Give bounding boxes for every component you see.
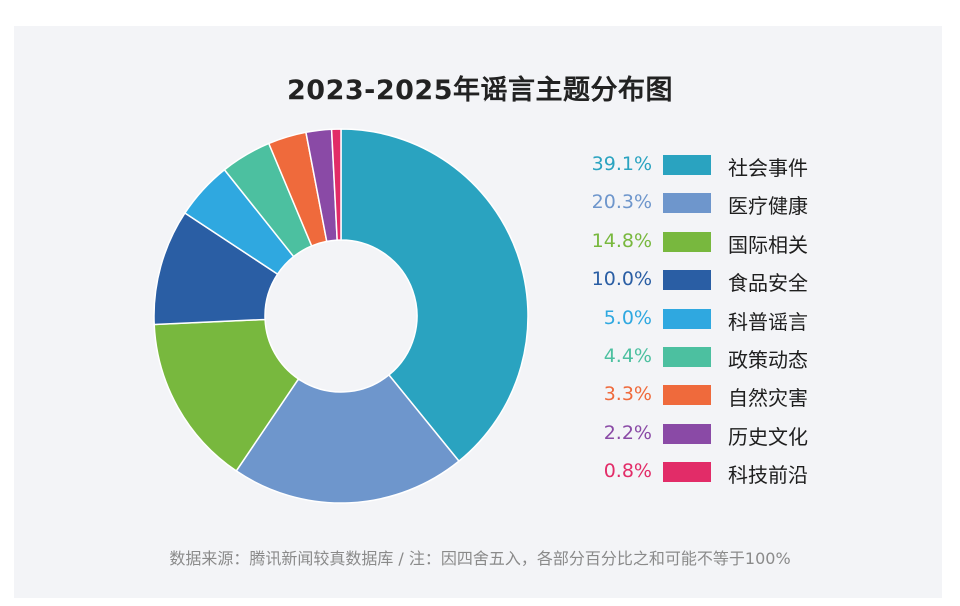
legend-label: 医疗健康: [728, 194, 808, 219]
footnote: 数据来源：腾讯新闻较真数据库 / 注：因四舍五入，各部分百分比之和可能不等于10…: [169, 549, 791, 568]
legend-swatch: [663, 308, 711, 329]
legend-item: 10.0% 食品安全: [580, 262, 840, 300]
legend-swatch: [663, 462, 711, 483]
legend-item: 0.8% 科技前沿: [580, 454, 840, 492]
donut-slice-3: [153, 318, 300, 472]
legend-label: 国际相关: [728, 232, 808, 257]
donut-slice-1: [340, 128, 529, 463]
legend-item: 39.1% 社会事件: [580, 147, 840, 185]
legend-value: 5.0%: [603, 306, 652, 329]
legend-swatch: [663, 193, 711, 214]
legend-value: 20.3%: [591, 191, 652, 214]
legend-value: 2.2%: [603, 421, 652, 444]
legend-swatch: [663, 231, 711, 252]
legend-value: 14.8%: [591, 229, 652, 252]
legend-value: 0.8%: [603, 460, 652, 483]
legend-item: 5.0% 科普谣言: [580, 301, 840, 339]
legend-swatch: [663, 155, 711, 175]
legend-label: 历史文化: [728, 424, 808, 449]
legend-value: 39.1%: [591, 153, 652, 175]
legend-value: 3.3%: [603, 383, 652, 406]
legend-label: 科技前沿: [728, 463, 808, 488]
legend-value: 4.4%: [603, 344, 652, 367]
legend-swatch: [663, 346, 711, 367]
chart-title: 2023-2025年谣言主题分布图: [287, 75, 673, 106]
legend-label: 政策动态: [728, 347, 808, 372]
legend-label: 食品安全: [728, 271, 808, 296]
legend-item: 20.3% 医疗健康: [580, 185, 840, 223]
legend-value: 10.0%: [591, 268, 652, 291]
donut-slice-2: [235, 373, 460, 504]
legend-item: 4.4% 政策动态: [580, 339, 840, 377]
legend-swatch: [663, 270, 711, 291]
legend-swatch: [663, 385, 711, 406]
legend-label: 社会事件: [728, 156, 808, 180]
legend-item: 3.3% 自然灾害: [580, 377, 840, 415]
legend: 39.1% 社会事件 20.3% 医疗健康 14.8% 国际相关 10.0% 食品安全 5.0%…: [580, 147, 840, 493]
legend-label: 自然灾害: [728, 386, 808, 411]
donut-slice-9: [330, 128, 342, 241]
legend-label: 科普谣言: [728, 309, 808, 334]
legend-item: 14.8% 国际相关: [580, 224, 840, 262]
legend-item: 2.2% 历史文化: [580, 416, 840, 454]
legend-swatch: [663, 423, 711, 444]
